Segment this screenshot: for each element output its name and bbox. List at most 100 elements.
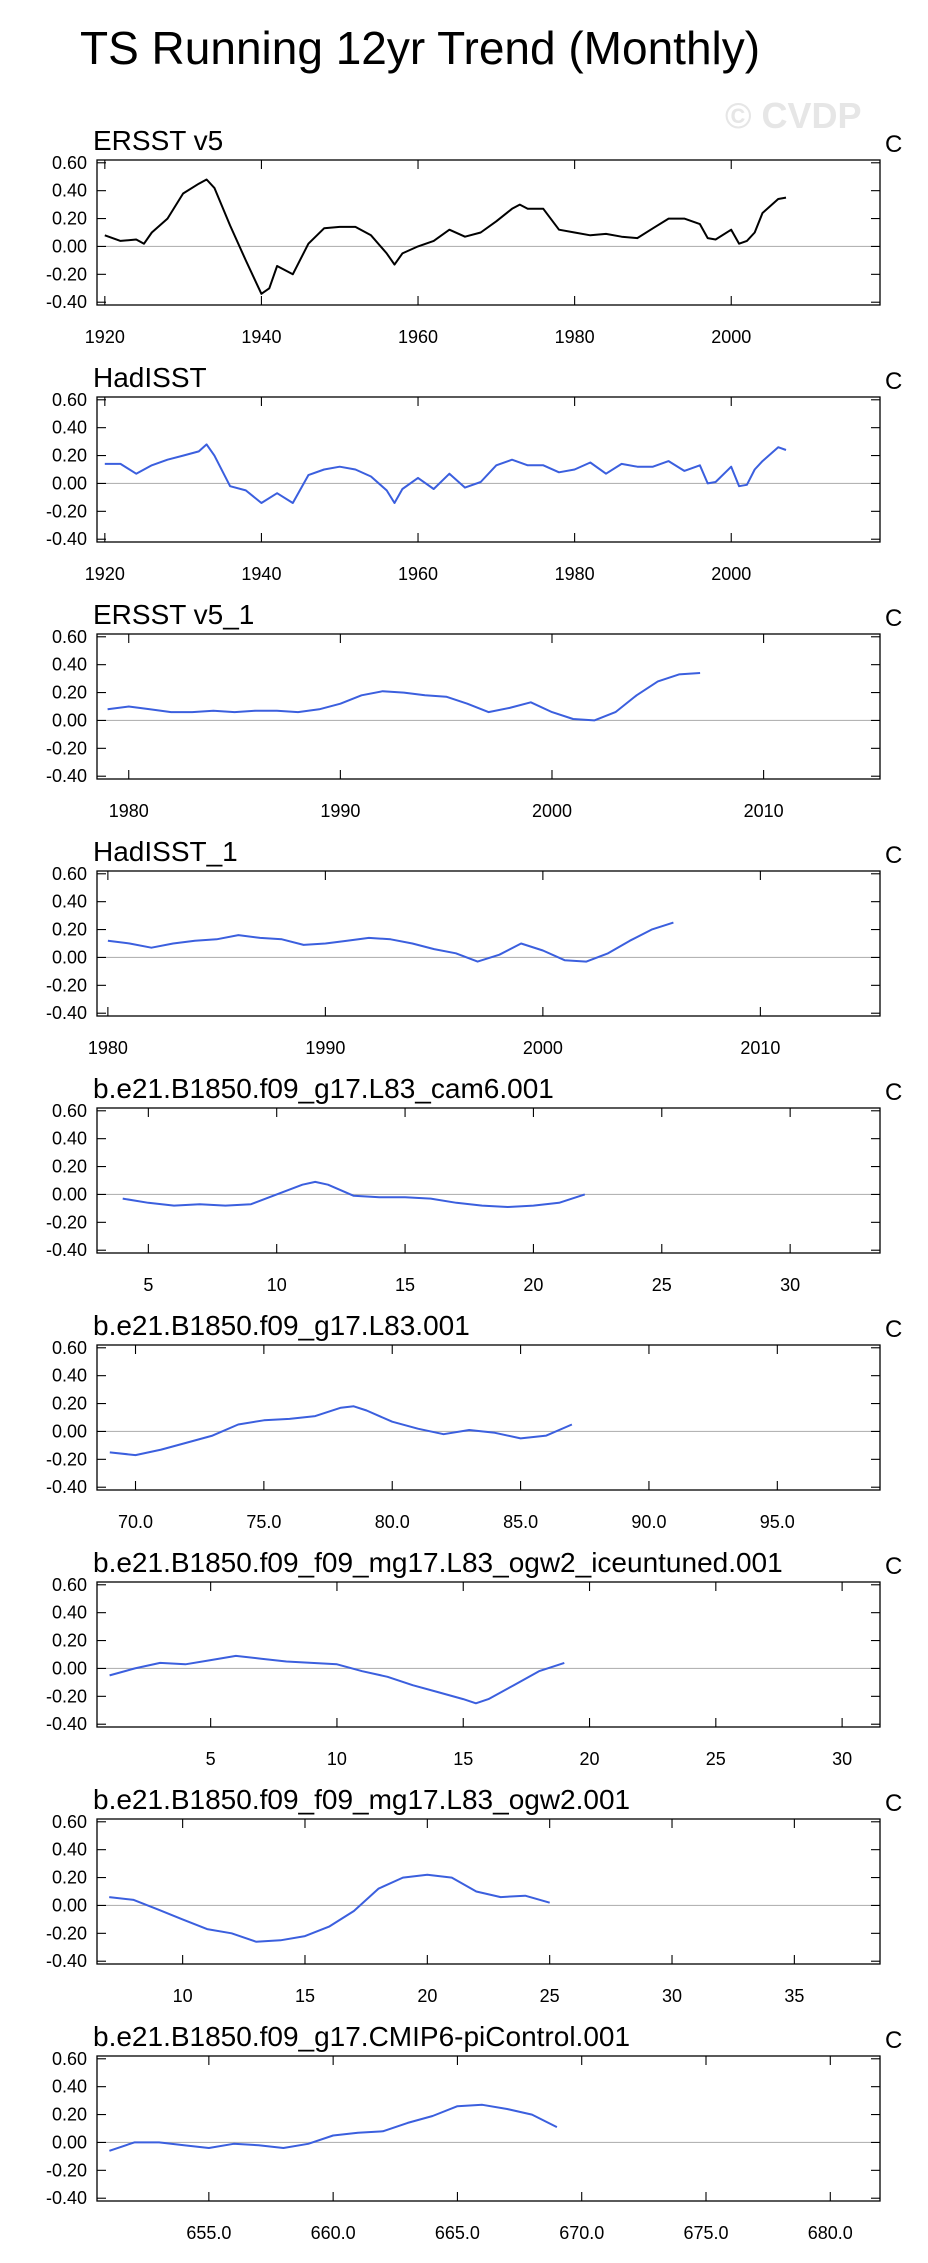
y-tick-label: 0.20 [52, 1631, 87, 1651]
y-tick-label: 0.00 [52, 236, 87, 256]
cvdp-watermark: © CVDP [725, 95, 862, 136]
y-tick-label: 0.20 [52, 1394, 87, 1414]
x-tick-label: 2010 [744, 801, 784, 821]
x-tick-label: 30 [780, 1275, 800, 1295]
units-label: C [885, 131, 902, 158]
y-tick-label: -0.20 [46, 975, 87, 995]
x-tick-label: 680.0 [808, 2223, 853, 2243]
x-tick-label: 70.0 [118, 1512, 153, 1532]
y-tick-label: 0.40 [52, 892, 87, 912]
x-tick-label: 2000 [532, 801, 572, 821]
y-tick-label: -0.20 [46, 1449, 87, 1469]
plot-frame [96, 633, 881, 780]
y-tick-label: 0.60 [52, 1338, 87, 1358]
y-tick-label: -0.40 [46, 1240, 87, 1260]
y-tick-label: 0.20 [52, 209, 87, 229]
x-tick-label: 2000 [523, 1038, 563, 1058]
x-tick-label: 1960 [398, 564, 438, 584]
x-tick-label: 30 [832, 1749, 852, 1769]
x-tick-label: 675.0 [683, 2223, 728, 2243]
series-line [122, 1180, 586, 1208]
x-tick-label: 2010 [740, 1038, 780, 1058]
y-tick-label: -0.40 [46, 2188, 87, 2208]
y-tick-label: -0.20 [46, 1212, 87, 1232]
panel-title: HadISST_1 [93, 836, 238, 867]
chart-panel: HadISST_1 C -0.40 -0.20 0.00 0.20 0.40 0.60 1980… [46, 836, 902, 1058]
chart-panel: ERSST v5 C -0.40 -0.20 0.00 0.20 0.40 0.60 1920 1… [46, 125, 902, 347]
plot-frame [96, 396, 881, 543]
x-tick-label: 25 [652, 1275, 672, 1295]
x-tick-label: 15 [295, 1986, 315, 2006]
plot-frame [96, 870, 881, 1017]
x-tick-label: 1980 [555, 327, 595, 347]
y-tick-label: 0.20 [52, 446, 87, 466]
series-line [107, 921, 674, 963]
y-tick-label: -0.40 [46, 1477, 87, 1497]
y-tick-label: 0.20 [52, 2105, 87, 2125]
units-label: C [885, 842, 902, 869]
plot-frame [96, 1581, 881, 1728]
y-tick-label: 0.60 [52, 1575, 87, 1595]
x-tick-label: 85.0 [503, 1512, 538, 1532]
y-tick-label: 0.60 [52, 864, 87, 884]
x-tick-label: 10 [327, 1749, 347, 1769]
series-line [109, 2103, 558, 2152]
panel-title: ERSST v5_1 [93, 599, 254, 630]
x-tick-label: 15 [453, 1749, 473, 1769]
chart-panel: HadISST C -0.40 -0.20 0.00 0.20 0.40 0.60 1920 19… [46, 362, 902, 584]
y-tick-label: 0.00 [52, 1421, 87, 1441]
x-tick-label: 5 [206, 1749, 216, 1769]
x-tick-label: 1940 [241, 327, 281, 347]
y-tick-label: 0.40 [52, 2077, 87, 2097]
y-tick-label: 0.40 [52, 181, 87, 201]
y-tick-label: 0.20 [52, 1157, 87, 1177]
chart-panel: b.e21.B1850.f09_f09_mg17.L83_ogw2.001 C -0… [46, 1784, 902, 2006]
x-tick-label: 670.0 [559, 2223, 604, 2243]
units-label: C [885, 1316, 902, 1343]
chart-panel: b.e21.B1850.f09_g17.L83.001 C -0.40 -0.20 0.… [46, 1310, 902, 1532]
panel-title: HadISST [93, 362, 207, 393]
plot-frame [96, 159, 881, 306]
figure-title: TS Running 12yr Trend (Monthly) [80, 22, 760, 74]
x-tick-label: 1920 [85, 564, 125, 584]
y-tick-label: -0.40 [46, 1951, 87, 1971]
y-tick-label: 0.40 [52, 655, 87, 675]
y-tick-label: 0.40 [52, 1366, 87, 1386]
x-tick-label: 1980 [88, 1038, 128, 1058]
y-tick-label: 0.60 [52, 627, 87, 647]
units-label: C [885, 1079, 902, 1106]
y-tick-label: 0.60 [52, 2049, 87, 2069]
y-tick-label: -0.40 [46, 1714, 87, 1734]
x-tick-label: 665.0 [435, 2223, 480, 2243]
plot-frame [96, 1344, 881, 1491]
y-tick-label: -0.20 [46, 501, 87, 521]
units-label: C [885, 1553, 902, 1580]
x-tick-label: 5 [143, 1275, 153, 1295]
x-tick-label: 80.0 [375, 1512, 410, 1532]
units-label: C [885, 2027, 902, 2054]
y-tick-label: 0.00 [52, 1184, 87, 1204]
x-tick-label: 15 [395, 1275, 415, 1295]
chart-panel: ERSST v5_1 C -0.40 -0.20 0.00 0.20 0.40 0.60 198… [46, 599, 902, 821]
y-tick-label: 0.60 [52, 390, 87, 410]
y-tick-label: -0.20 [46, 738, 87, 758]
plot-frame [96, 1107, 881, 1254]
series-line [109, 1654, 565, 1705]
series-line [107, 672, 701, 722]
units-label: C [885, 1790, 902, 1817]
series-line [104, 443, 787, 504]
y-tick-label: 0.20 [52, 683, 87, 703]
x-tick-label: 1960 [398, 327, 438, 347]
y-tick-label: 0.20 [52, 920, 87, 940]
x-tick-label: 90.0 [631, 1512, 666, 1532]
x-tick-label: 20 [580, 1749, 600, 1769]
panel-title: b.e21.B1850.f09_f09_mg17.L83_ogw2.001 [93, 1784, 630, 1815]
x-tick-label: 1990 [305, 1038, 345, 1058]
series-line [104, 178, 787, 295]
y-tick-label: 0.00 [52, 947, 87, 967]
x-tick-label: 1940 [241, 564, 281, 584]
plot-frame [96, 2055, 881, 2202]
x-tick-label: 1990 [320, 801, 360, 821]
x-tick-label: 95.0 [760, 1512, 795, 1532]
y-tick-label: -0.40 [46, 292, 87, 312]
